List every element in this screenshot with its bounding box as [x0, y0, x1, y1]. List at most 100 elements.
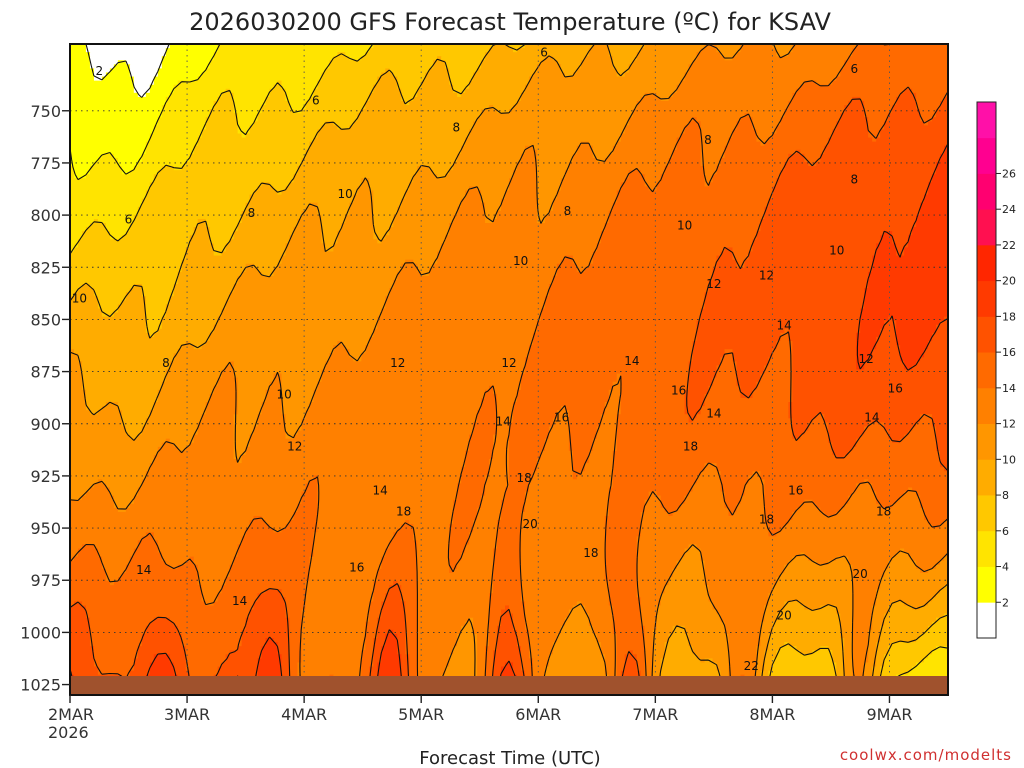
contour-label: 12: [759, 269, 774, 283]
contour-label: 10: [277, 388, 292, 402]
colorbar-frame: [976, 101, 997, 639]
y-tick-label: 900: [30, 415, 61, 434]
y-tick-label: 850: [30, 310, 61, 329]
contour-label: 12: [858, 352, 873, 366]
colorbar-swatch: [977, 530, 996, 567]
y-tick-label: 1000: [20, 623, 61, 642]
contour-label: 16: [671, 383, 686, 397]
y-tick-label: 750: [30, 102, 61, 121]
contour-label: 8: [850, 173, 858, 187]
colorbar-label: 2: [1002, 596, 1009, 609]
contour-label: 18: [517, 471, 532, 485]
colorbar-label: 8: [1002, 489, 1009, 502]
colorbar-label: 16: [1002, 346, 1016, 359]
x-tick-label: 5MAR: [398, 705, 444, 724]
contour-lines: [70, 44, 948, 695]
colorbar-swatch: [977, 102, 996, 139]
x-tick-label: 9MAR: [866, 705, 912, 724]
contour-label: 10: [677, 219, 692, 233]
contour-label: 14: [864, 411, 879, 425]
colorbar-swatch: [977, 244, 996, 282]
contour-label: 18: [583, 546, 598, 560]
contour-6: [70, 44, 948, 695]
x-tick-label: 6MAR: [515, 705, 561, 724]
x-tick-label: 8MAR: [749, 705, 795, 724]
colorbar-swatch: [977, 566, 996, 603]
contour-label: 12: [287, 440, 302, 454]
contour-label: 6: [850, 62, 858, 76]
y-tick-label: 925: [30, 467, 61, 486]
y-tick-label: 825: [30, 258, 61, 277]
contour-label: 6: [125, 212, 133, 226]
colorbar-swatch: [977, 173, 996, 210]
contour-label: 14: [136, 563, 151, 577]
contour-label: 16: [788, 484, 803, 498]
contour-label: 20: [853, 567, 868, 581]
contour-label: 6: [540, 45, 548, 59]
contour-label: 2: [95, 64, 103, 78]
contour-8: [70, 44, 948, 695]
contour-label: 6: [312, 93, 320, 107]
contour-label: 16: [888, 381, 903, 395]
y-tick-label: 875: [30, 363, 61, 382]
y-tick-label: 800: [30, 206, 61, 225]
contour-12: [70, 44, 948, 695]
x-tick-label: 3MAR: [164, 705, 210, 724]
contour-label: 18: [683, 440, 698, 454]
contour-label: 20: [776, 609, 791, 623]
contour-labels: 2 6 6 6 8 8 8 6 8 10 8 10 10 10 12 12 10 14 8 12 14 12 12 16 16 1…: [72, 45, 903, 672]
colorbar-label: 20: [1002, 275, 1016, 288]
y-tick-label: 775: [30, 154, 61, 173]
plot-frame: [69, 43, 949, 696]
y-axis: 750 775 800 825 850 875 900 925 950 975 1000 1025: [20, 102, 70, 695]
colorbar-swatch: [977, 137, 996, 174]
contour-label: 20: [522, 517, 537, 531]
colorbar-swatch: [977, 209, 996, 246]
contour-label: 8: [248, 206, 256, 220]
colorbar-swatch: [977, 495, 996, 532]
colorbar-label: 24: [1002, 203, 1016, 216]
contour-label: 10: [513, 254, 528, 268]
contour-label: 14: [706, 406, 721, 420]
surface-band: [70, 676, 948, 695]
plot-area: 2 6 6 6 8 8 8 6 8 10 8 10 10 10 12 12 10 14 8 12 14 12 12 16 16 1…: [70, 44, 948, 695]
colorbar-swatch: [977, 459, 996, 496]
y-tick-label: 950: [30, 519, 61, 538]
colorbar-swatch: [977, 387, 996, 424]
colorbar-swatch: [977, 602, 996, 639]
contour-label: 10: [829, 244, 844, 258]
contour-label: 12: [390, 356, 405, 370]
x-tick-label: 2MAR: [48, 705, 94, 724]
chart-title: 2026030200 GFS Forecast Temperature (ºC)…: [189, 8, 831, 36]
colorbar-label: 12: [1002, 418, 1016, 431]
y-tick-label: 975: [30, 571, 61, 590]
contour-label: 8: [704, 133, 712, 147]
contour-label: 18: [876, 504, 891, 518]
colorbar-label: 6: [1002, 525, 1009, 538]
colorbar-label: 10: [1002, 453, 1016, 466]
colorbar-swatch: [977, 280, 996, 317]
contour-label: 14: [232, 594, 247, 608]
contour-label: 16: [554, 411, 569, 425]
contour-14: [70, 44, 948, 695]
credit-text: coolwx.com/modelts: [840, 746, 1012, 764]
grid-lines: [70, 44, 948, 695]
colorbar-label: 14: [1002, 382, 1016, 395]
contour-label: 14: [495, 415, 510, 429]
x-tick-label: 4MAR: [281, 705, 327, 724]
contour-label: 8: [564, 204, 572, 218]
contour-label: 14: [373, 484, 388, 498]
contour-10: [70, 44, 948, 695]
x-tick-label: 7MAR: [632, 705, 678, 724]
colorbar-swatch: [977, 352, 996, 389]
contour-label: 10: [337, 187, 352, 201]
colorbar-swatch: [977, 316, 996, 353]
contour-label: 8: [162, 356, 170, 370]
contour-label: 12: [501, 356, 516, 370]
contour-label: 14: [624, 354, 639, 368]
contour-label: 18: [396, 504, 411, 518]
colorbar-swatch: [977, 423, 996, 460]
contour-label: 14: [776, 319, 791, 333]
